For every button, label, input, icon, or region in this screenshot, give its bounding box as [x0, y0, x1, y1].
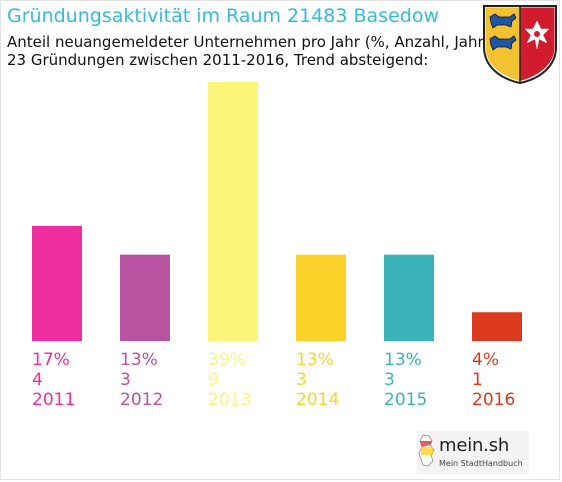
subtitle-line-1: Anteil neuangemeldeter Unternehmen pro J… — [7, 33, 490, 51]
germany-map-icon — [418, 434, 435, 467]
percent-label-2013: 39% — [208, 350, 246, 370]
year-label-2011: 2011 — [32, 390, 75, 410]
bar-2014 — [296, 254, 346, 341]
logo-name: mein.sh — [439, 435, 510, 456]
logo-tagline: Mein StadtHandbuch — [439, 459, 523, 468]
subtitle-line-2: 23 Gründungen zwischen 2011-2016, Trend … — [7, 51, 429, 69]
coat-of-arms-icon — [481, 3, 559, 85]
percent-label-2012: 13% — [120, 350, 158, 370]
chart-subtitle: Anteil neuangemeldeter Unternehmen pro J… — [7, 33, 490, 69]
year-label-2013: 2013 — [208, 390, 251, 410]
percent-label-2015: 13% — [384, 350, 422, 370]
count-label-2011: 4 — [32, 370, 43, 390]
year-label-2012: 2012 — [120, 390, 163, 410]
count-label-2012: 3 — [120, 370, 131, 390]
bar-chart: 17%4201113%3201239%9201313%3201413%32015… — [32, 82, 522, 410]
bar-2011 — [32, 225, 82, 341]
bar-2012 — [120, 254, 170, 341]
bar-2015 — [384, 254, 434, 341]
percent-label-2014: 13% — [296, 350, 334, 370]
year-label-2015: 2015 — [384, 390, 427, 410]
count-label-2016: 1 — [472, 370, 483, 390]
percent-label-2016: 4% — [472, 350, 499, 370]
chart-title: Gründungsaktivität im Raum 21483 Basedow — [7, 5, 440, 27]
year-label-2016: 2016 — [472, 390, 515, 410]
bar-2016 — [472, 312, 522, 341]
meinsh-logo: mein.sh Mein StadtHandbuch — [417, 431, 529, 475]
count-label-2014: 3 — [296, 370, 307, 390]
count-label-2013: 9 — [208, 370, 219, 390]
percent-label-2011: 17% — [32, 350, 70, 370]
count-label-2015: 3 — [384, 370, 395, 390]
bar-2013 — [208, 82, 258, 341]
year-label-2014: 2014 — [296, 390, 339, 410]
